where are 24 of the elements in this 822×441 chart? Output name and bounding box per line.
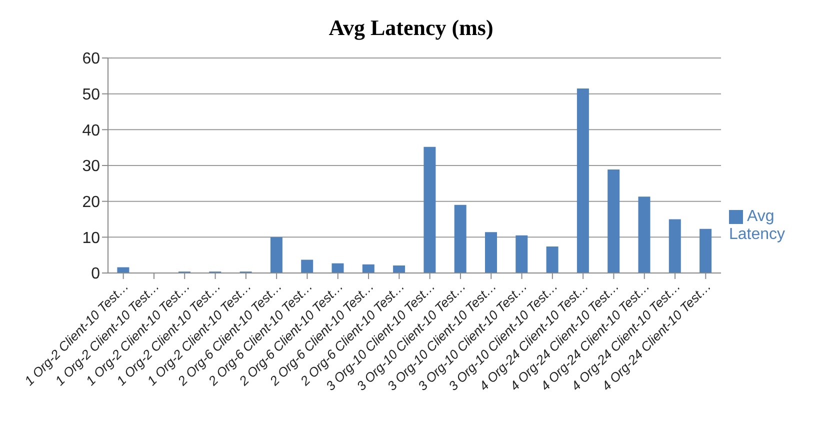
legend-label: Avg Latency: [729, 208, 786, 243]
bar: [516, 235, 528, 273]
y-tick-label: 10: [82, 230, 100, 247]
bar: [301, 260, 314, 273]
y-tick-label: 50: [82, 86, 100, 104]
bar: [638, 196, 650, 273]
bar: [484, 232, 497, 273]
bar: [454, 204, 466, 273]
bar: [362, 264, 374, 273]
bar: [546, 246, 558, 273]
bar: [576, 88, 589, 273]
y-tick-label: 0: [91, 266, 100, 283]
bar: [700, 228, 712, 273]
bar: [270, 237, 282, 273]
bar: [424, 146, 436, 273]
y-tick-label: 60: [82, 50, 100, 68]
y-tick-label: 40: [82, 122, 100, 140]
bar: [393, 265, 406, 273]
bar: [668, 219, 681, 273]
y-tick-label: 30: [82, 158, 100, 176]
chart-title: Avg Latency (ms): [328, 14, 494, 42]
y-tick-label: 20: [82, 194, 100, 212]
bar: [608, 169, 620, 273]
bar: [332, 263, 344, 273]
